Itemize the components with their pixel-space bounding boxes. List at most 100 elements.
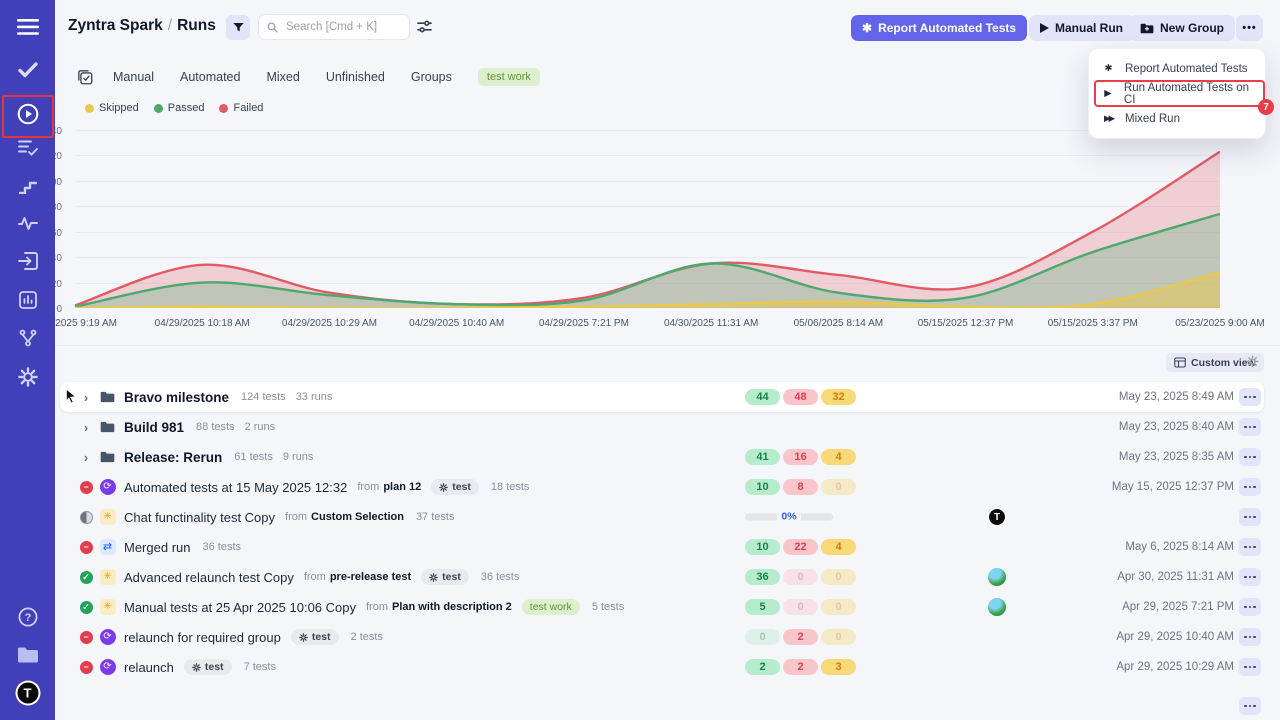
legend-item-passed[interactable]: Passed bbox=[153, 102, 205, 114]
gridline bbox=[75, 180, 1220, 182]
menu-item-report-automated-tests[interactable]: ✱ Report Automated Tests bbox=[1089, 56, 1265, 81]
row-more-button[interactable] bbox=[1239, 628, 1261, 646]
group-row[interactable]: › Bravo milestone 124 tests 33 runs 44 48 32 Ma… bbox=[60, 382, 1264, 412]
run-name[interactable]: Manual tests at 25 Apr 2025 10:06 Copy bbox=[124, 599, 356, 615]
run-from-plan[interactable]: Custom Selection bbox=[311, 511, 404, 523]
row-more-button[interactable] bbox=[1239, 697, 1261, 715]
stairs-icon[interactable] bbox=[18, 178, 37, 194]
count-passed: 2 bbox=[745, 659, 780, 675]
checklist-icon[interactable] bbox=[78, 69, 93, 85]
run-row[interactable]: ✓ ✳ Advanced relaunch test Copy from pre-rel… bbox=[60, 562, 1264, 592]
run-from: from Custom Selection bbox=[285, 511, 404, 523]
row-more-button[interactable] bbox=[1239, 448, 1261, 466]
group-name[interactable]: Build 981 bbox=[124, 419, 185, 435]
row-more-button[interactable] bbox=[1239, 658, 1261, 676]
bar-chart-icon[interactable] bbox=[18, 291, 37, 309]
row-more-button[interactable] bbox=[1239, 418, 1261, 436]
row-more-button[interactable] bbox=[1239, 598, 1261, 616]
group-row[interactable]: › Release: Rerun 61 tests 9 runs 41 16 4 May 23… bbox=[60, 442, 1264, 472]
actions-dropdown-menu: ✱ Report Automated Tests ▶ Run Automated Te… bbox=[1088, 48, 1274, 139]
menu-item-mixed-run[interactable]: ▶▶ Mixed Run bbox=[1089, 106, 1265, 131]
play-circle-icon[interactable] bbox=[16, 102, 40, 126]
run-name[interactable]: relaunch bbox=[124, 659, 174, 675]
legend-item-failed[interactable]: Failed bbox=[219, 102, 263, 114]
search-input[interactable] bbox=[284, 20, 401, 34]
area-passed bbox=[75, 213, 1220, 308]
run-name[interactable]: Merged run bbox=[124, 539, 191, 555]
group-row[interactable]: › Build 981 88 tests 2 runs May 23, 2025 8:4… bbox=[60, 412, 1264, 442]
legend-item-skipped[interactable]: Skipped bbox=[85, 102, 139, 114]
header-more-button[interactable]: ••• bbox=[1236, 15, 1263, 41]
group-name[interactable]: Release: Rerun bbox=[124, 449, 223, 465]
breadcrumb-project[interactable]: Zyntra Spark bbox=[68, 17, 163, 34]
legend-label: Passed bbox=[167, 102, 205, 114]
tab-automated[interactable]: Automated bbox=[180, 70, 241, 84]
row-more-button[interactable] bbox=[1239, 568, 1261, 586]
group-name[interactable]: Bravo milestone bbox=[124, 389, 230, 405]
gridline bbox=[75, 282, 1220, 284]
chevron-right-icon[interactable]: › bbox=[83, 389, 89, 405]
assignee-avatar: T bbox=[988, 508, 1006, 526]
run-row[interactable]: − ⟳ relaunch for required group test 2 tests… bbox=[60, 622, 1264, 652]
custom-view-label: Custom view bbox=[1191, 356, 1256, 369]
search-box[interactable] bbox=[258, 14, 410, 40]
row-more-button[interactable] bbox=[1239, 478, 1261, 496]
run-name[interactable]: relaunch for required group bbox=[124, 629, 281, 645]
count-passed: 44 bbox=[745, 389, 780, 405]
manual-run-button[interactable]: Manual Run bbox=[1029, 15, 1134, 41]
run-from-plan[interactable]: Plan with description 2 bbox=[392, 601, 512, 613]
run-row[interactable]: ✳ Chat functinality test Copy from Custom S… bbox=[60, 502, 1264, 532]
run-row[interactable]: − ⟳ relaunch test 7 tests 2 2 3 Apr 29, 2025 10:… bbox=[60, 652, 1264, 682]
list-check-icon[interactable] bbox=[17, 140, 38, 157]
import-box-icon[interactable] bbox=[17, 252, 38, 270]
run-name[interactable]: Advanced relaunch test Copy bbox=[124, 569, 294, 585]
row-more-button[interactable] bbox=[1239, 508, 1261, 526]
run-row[interactable]: − ⇄ Merged run 36 tests 10 22 4 May 6, 2025 8:1… bbox=[60, 532, 1264, 562]
gridline bbox=[75, 257, 1220, 259]
run-row[interactable]: ✓ ✳ Manual tests at 25 Apr 2025 10:06 Copy… bbox=[60, 592, 1264, 622]
x-tick-label: 05/06/2025 8:14 AM bbox=[793, 318, 884, 329]
run-from-plan[interactable]: pre-release test bbox=[329, 571, 412, 583]
tab-unfinished[interactable]: Unfinished bbox=[325, 70, 385, 84]
hamburger-icon[interactable] bbox=[16, 19, 39, 35]
run-row[interactable]: − ⟳ Automated tests at 15 May 2025 12:32 fr… bbox=[60, 472, 1264, 502]
chevron-right-icon[interactable]: › bbox=[83, 419, 89, 435]
play-icon bbox=[1040, 23, 1049, 33]
result-counts: 36 0 0 bbox=[745, 569, 856, 585]
profile-avatar[interactable]: T bbox=[15, 680, 40, 706]
tab-manual[interactable]: Manual bbox=[113, 70, 154, 84]
gear-icon[interactable] bbox=[17, 366, 39, 388]
filter-button[interactable] bbox=[226, 15, 250, 40]
tab-filter-badge[interactable]: test work bbox=[477, 68, 540, 86]
chevron-right-icon[interactable]: › bbox=[83, 449, 89, 465]
folder-icon[interactable] bbox=[17, 647, 39, 664]
tab-groups[interactable]: Groups bbox=[410, 70, 452, 84]
menu-item-run-automated-tests-on-ci[interactable]: ▶ Run Automated Tests on CI 7 bbox=[1089, 80, 1274, 115]
gridline bbox=[75, 130, 1220, 131]
new-group-button[interactable]: New Group bbox=[1129, 15, 1236, 41]
count-skipped: 0 bbox=[821, 599, 856, 615]
report-automated-tests-button[interactable]: ✱ Report Automated Tests bbox=[851, 15, 1028, 41]
row-more-button[interactable] bbox=[1239, 538, 1261, 556]
run-name[interactable]: Automated tests at 15 May 2025 12:32 bbox=[124, 479, 348, 495]
sparkle-run-icon: ✳ bbox=[99, 599, 116, 615]
list-settings-gear-icon[interactable] bbox=[1246, 355, 1259, 373]
pinwheel-icon: ✱ bbox=[1104, 63, 1113, 74]
branch-icon[interactable] bbox=[19, 329, 37, 347]
status-failed-icon: − bbox=[79, 630, 93, 644]
custom-view-button[interactable]: Custom view bbox=[1166, 353, 1264, 372]
count-passed: 0 bbox=[745, 629, 780, 645]
run-from-plan[interactable]: plan 12 bbox=[383, 481, 422, 493]
chart-areas bbox=[75, 150, 1220, 308]
row-more-button[interactable] bbox=[1239, 388, 1261, 406]
tab-mixed[interactable]: Mixed bbox=[266, 70, 300, 84]
automated-run-icon: ⟳ bbox=[99, 659, 116, 675]
pulse-icon[interactable] bbox=[17, 216, 38, 230]
help-icon[interactable]: ? bbox=[17, 607, 38, 627]
result-counts: 41 16 4 bbox=[745, 449, 856, 465]
run-row-partial[interactable] bbox=[60, 682, 1264, 720]
run-from: from pre-release test bbox=[303, 571, 412, 583]
run-name[interactable]: Chat functinality test Copy bbox=[124, 509, 276, 525]
tune-icon[interactable] bbox=[417, 19, 432, 39]
check-icon[interactable] bbox=[17, 62, 38, 78]
